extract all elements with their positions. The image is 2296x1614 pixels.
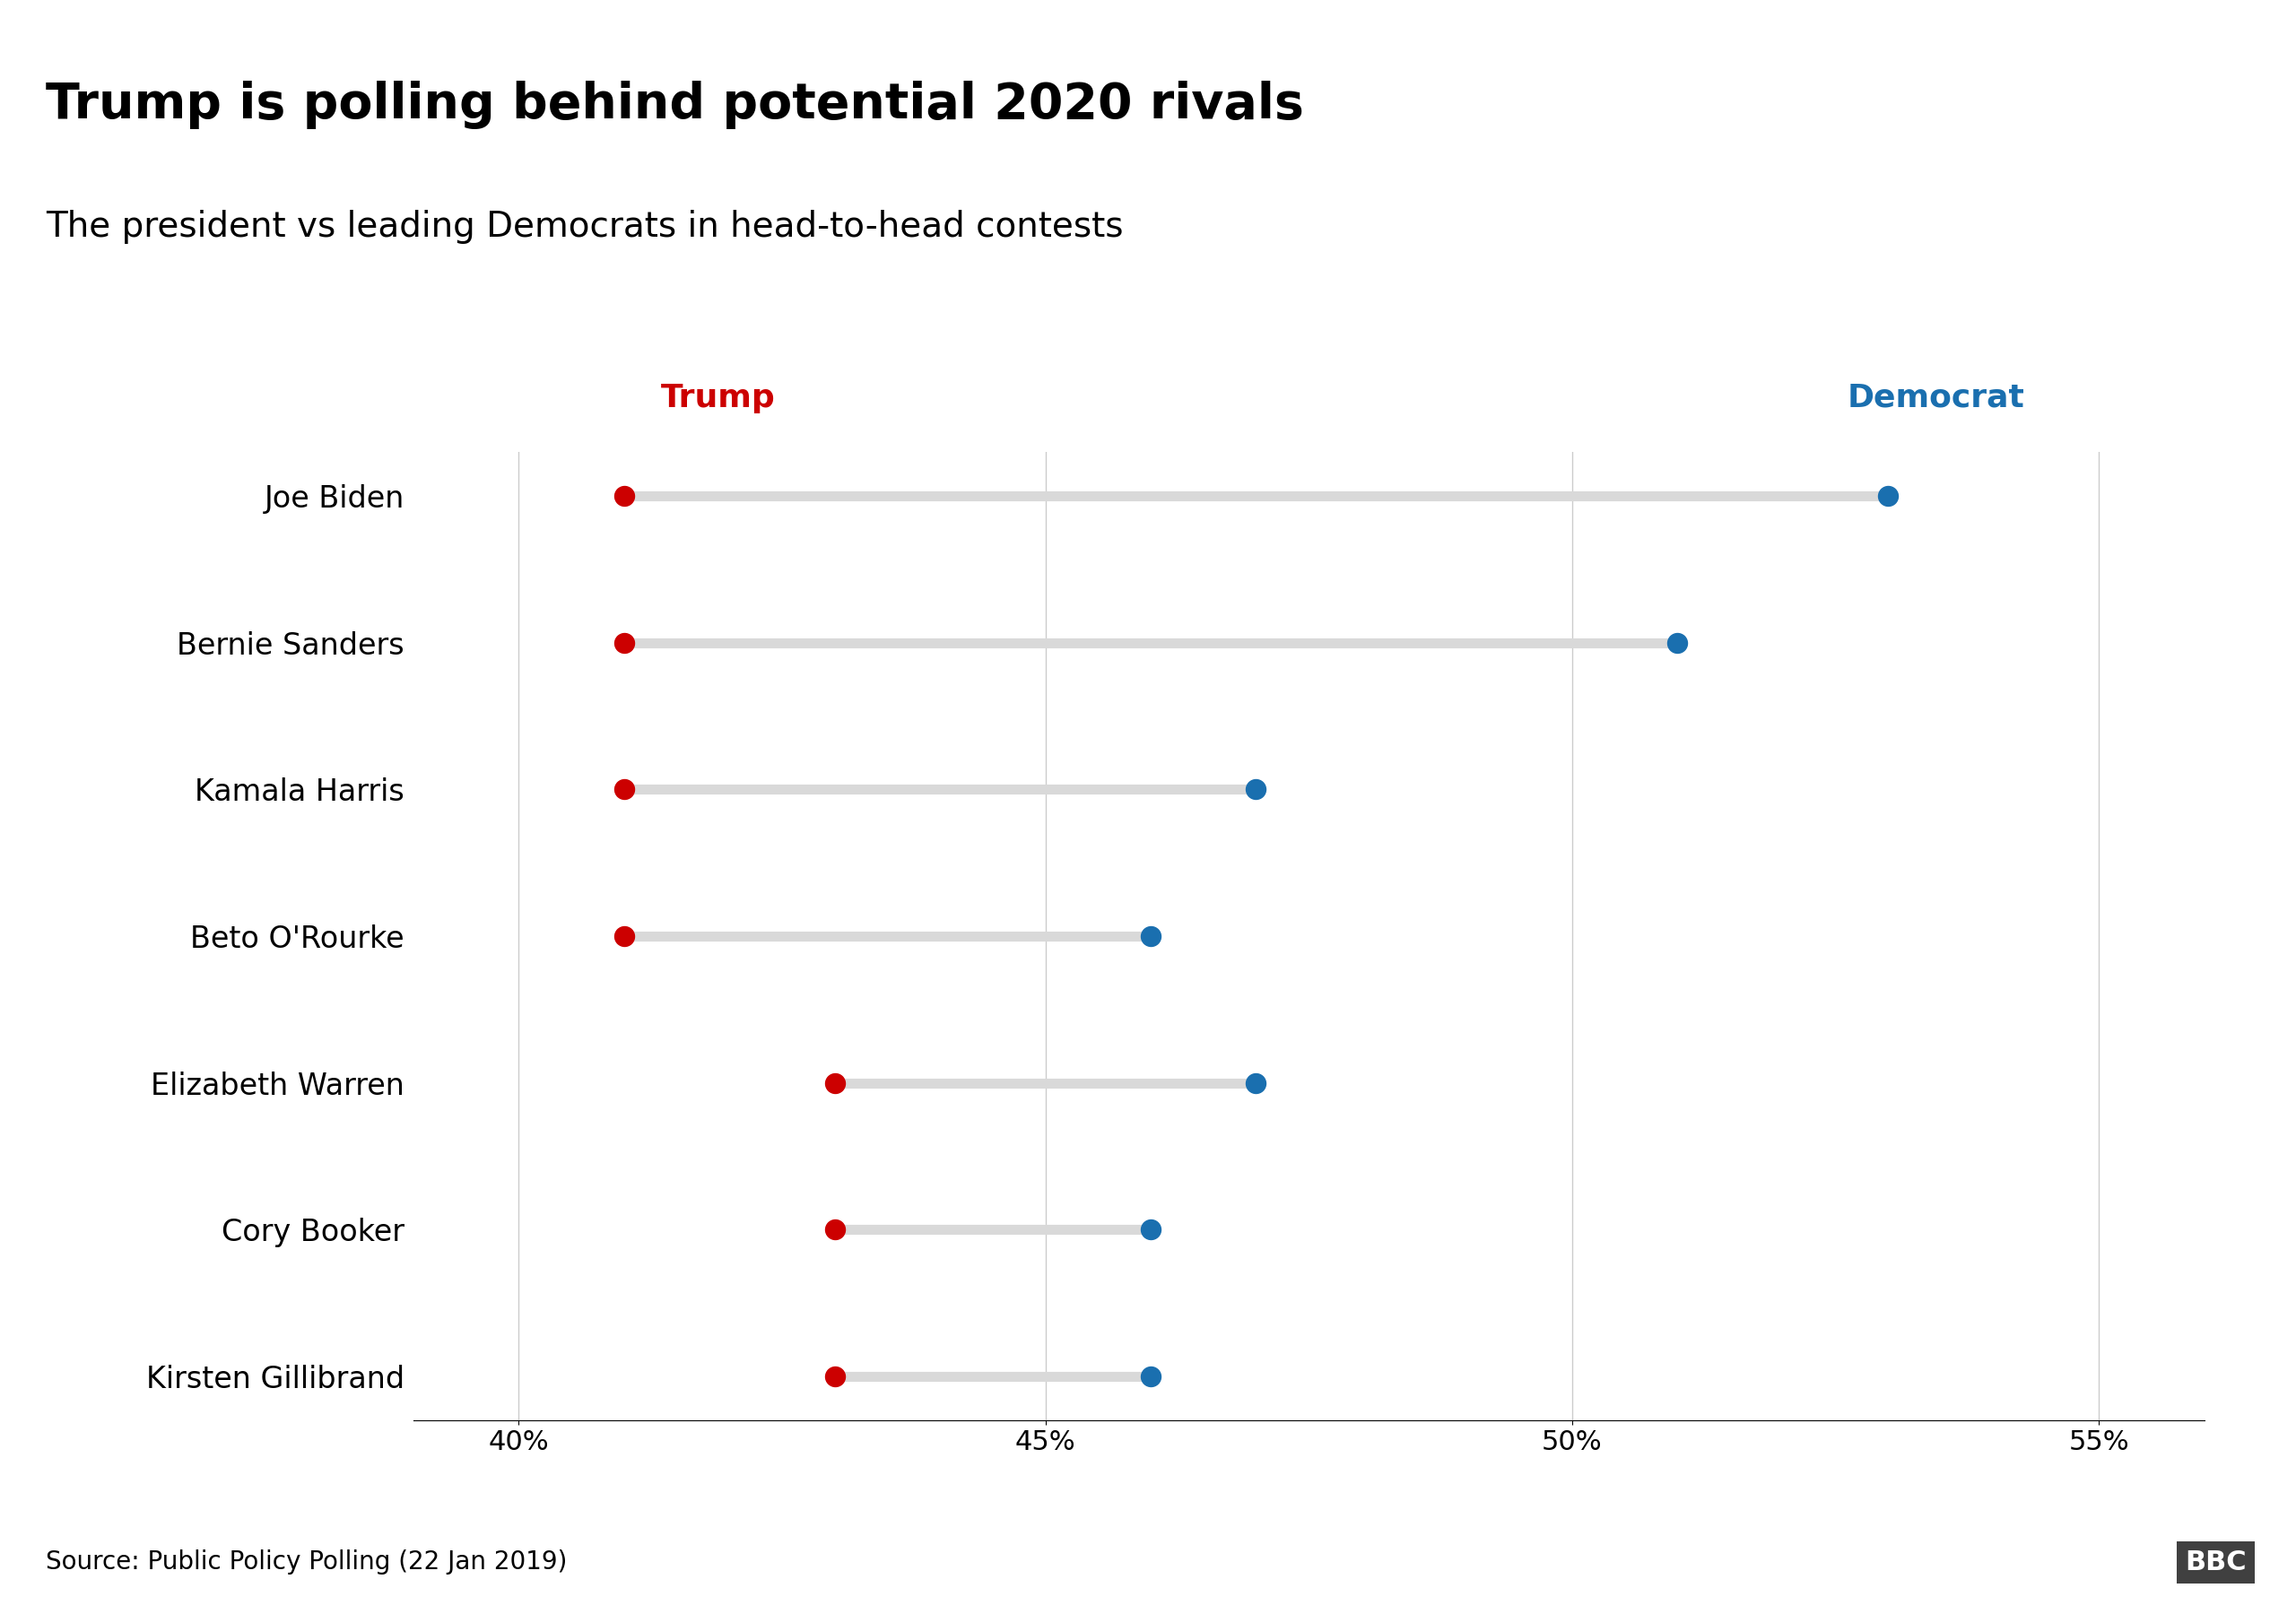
Point	[1132, 923, 1169, 949]
Text: Trump: Trump	[661, 383, 776, 413]
Point	[1238, 776, 1274, 802]
Text: Source: Public Policy Polling (22 Jan 2019): Source: Public Policy Polling (22 Jan 20…	[46, 1549, 567, 1575]
Point	[606, 776, 643, 802]
Text: Trump is polling behind potential 2020 rivals: Trump is polling behind potential 2020 r…	[46, 81, 1304, 129]
Text: Democrat: Democrat	[1846, 383, 2025, 413]
Point	[606, 629, 643, 655]
Point	[606, 483, 643, 508]
Text: The president vs leading Democrats in head-to-head contests: The president vs leading Democrats in he…	[46, 210, 1123, 244]
Point	[1132, 1364, 1169, 1390]
Text: BBC: BBC	[2186, 1549, 2245, 1575]
Point	[1238, 1070, 1274, 1096]
Point	[1132, 1217, 1169, 1243]
Point	[1869, 483, 1906, 508]
Point	[817, 1364, 854, 1390]
Point	[817, 1070, 854, 1096]
Point	[817, 1217, 854, 1243]
Point	[606, 923, 643, 949]
Point	[1660, 629, 1697, 655]
